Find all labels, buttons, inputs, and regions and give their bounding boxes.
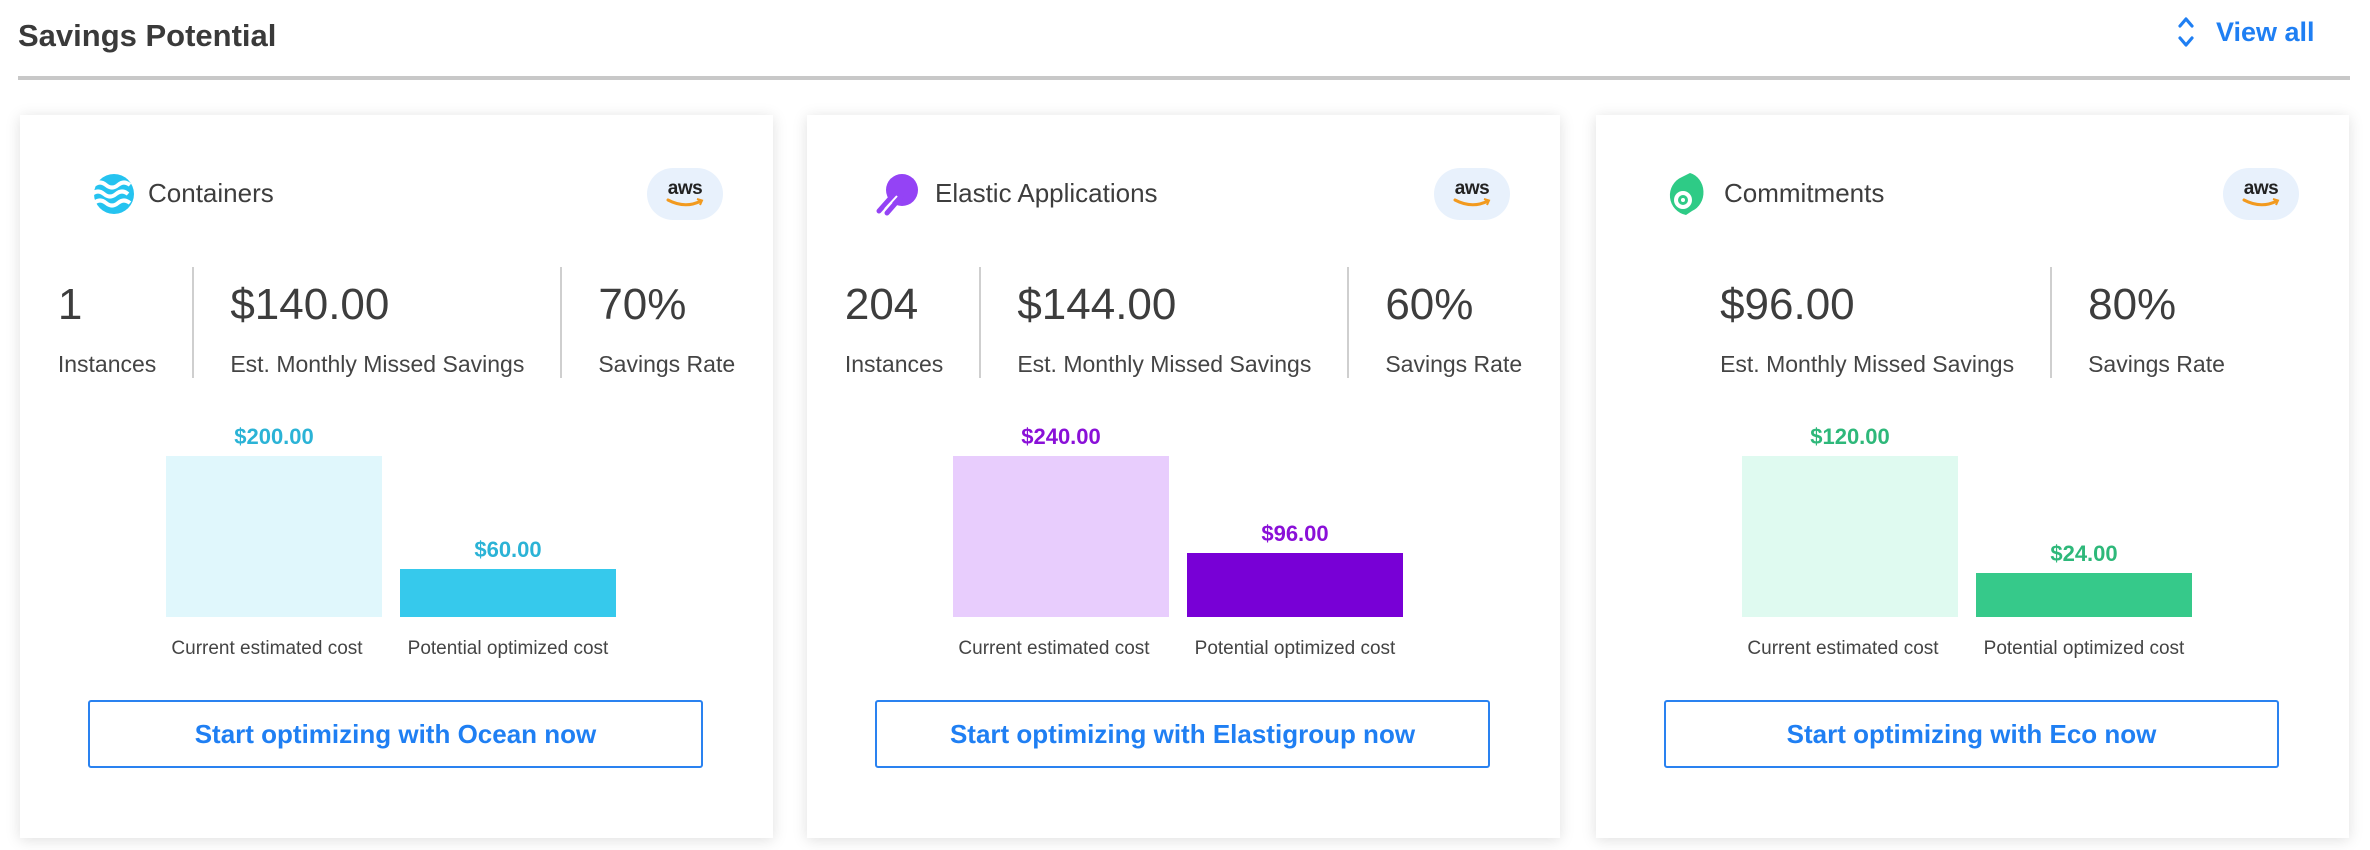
stat-est-monthly-missed-savings: $144.00 Est. Monthly Missed Savings (979, 267, 1347, 378)
stat-value: 80% (2088, 280, 2177, 329)
eco-icon (1664, 171, 1710, 217)
aws-logo-icon: aws (2223, 168, 2299, 220)
cost-bar-chart: $240.00 Current estimated cost $96.00 Po… (953, 420, 1405, 660)
stat-savings-rate: 70% Savings Rate (560, 267, 735, 378)
stat-label: Est. Monthly Missed Savings (1017, 351, 1312, 377)
provider-label: aws (667, 178, 703, 199)
stats-row: 1 Instances $140.00 Est. Monthly Missed Sav… (20, 267, 773, 378)
bar-optimized (400, 568, 616, 617)
stat-value: $140.00 (230, 280, 390, 329)
stat-label: Instances (844, 351, 944, 377)
stat-savings-rate: 60% Savings Rate (1347, 267, 1522, 378)
provider-label: aws (1454, 178, 1490, 199)
stats-row: $96.00 Est. Monthly Missed Savings 80% Savi… (1596, 267, 2349, 378)
aws-logo-icon: aws (647, 168, 723, 220)
bar-current (1742, 456, 1958, 617)
view-all-label: View all (2216, 16, 2315, 47)
stat-label: Instances (57, 351, 157, 377)
savings-card-elastic-applications: Elastic Applications aws 204 Instances $14… (807, 115, 1560, 838)
elastigroup-rocket-icon (875, 171, 921, 217)
stat-label: Savings Rate (2088, 351, 2225, 377)
stat-instances: 1 Instances (58, 267, 192, 378)
card-title: Commitments (1724, 178, 1885, 208)
bar-value-label: $120.00 (1810, 424, 1890, 449)
card-header: Elastic Applications aws (875, 168, 1510, 220)
ocean-waves-icon (88, 171, 134, 217)
bar-category-label: Current estimated cost (958, 638, 1150, 659)
bar-value-label: $60.00 (474, 536, 542, 562)
card-title: Containers (148, 178, 274, 208)
chevron-up-down-icon (2178, 17, 2194, 47)
stat-est-monthly-missed-savings: $140.00 Est. Monthly Missed Savings (192, 267, 560, 378)
stat-value: 60% (1385, 280, 1474, 329)
bar-category-label: Current estimated cost (1747, 638, 1939, 659)
provider-label: aws (2243, 178, 2279, 199)
stat-value: $96.00 (1720, 280, 1855, 329)
card-header: Containers aws (88, 168, 723, 220)
savings-card-containers: Containers aws 1 Instances $140.00 Est. Mon… (20, 115, 773, 838)
header-divider (18, 76, 2350, 80)
bar-value-label: $200.00 (234, 424, 314, 449)
stat-instances: 204 Instances (845, 267, 979, 378)
stat-label: Savings Rate (598, 351, 736, 377)
card-header: Commitments aws (1664, 168, 2299, 220)
stat-value: 1 (57, 280, 83, 329)
cost-bar-chart: $120.00 Current estimated cost $24.00 Po… (1742, 420, 2194, 660)
bar-category-label: Potential optimized cost (1983, 638, 2185, 659)
start-optimizing-button[interactable]: Start optimizing with Eco now (1664, 700, 2279, 768)
bar-optimized (1976, 573, 2192, 617)
stat-label: Savings Rate (1385, 351, 1523, 377)
stat-label: Est. Monthly Missed Savings (1720, 351, 2015, 377)
bar-category-label: Current estimated cost (171, 638, 363, 659)
cost-bar-chart: $200.00 Current estimated cost $60.00 Po… (166, 420, 618, 660)
stats-row: 204 Instances $144.00 Est. Monthly Missed S… (807, 267, 1560, 378)
bar-category-label: Potential optimized cost (1194, 638, 1396, 659)
stat-savings-rate: 80% Savings Rate (2050, 267, 2225, 378)
bar-category-label: Potential optimized cost (407, 638, 609, 659)
bar-value-label: $96.00 (1261, 520, 1329, 546)
section-title: Savings Potential (18, 18, 277, 53)
bar-value-label: $240.00 (1021, 424, 1101, 449)
start-optimizing-button[interactable]: Start optimizing with Ocean now (88, 700, 703, 768)
bar-optimized (1187, 552, 1403, 617)
card-title: Elastic Applications (935, 178, 1158, 208)
stat-label: Est. Monthly Missed Savings (230, 351, 525, 377)
aws-logo-icon: aws (1434, 168, 1510, 220)
stat-value: $144.00 (1017, 280, 1177, 329)
bar-current (953, 456, 1169, 617)
view-all-link[interactable]: View all (2178, 16, 2315, 48)
savings-card-commitments: Commitments aws $96.00 Est. Monthly Misse… (1596, 115, 2349, 838)
bar-current (166, 456, 382, 617)
stat-value: 70% (598, 280, 687, 329)
stat-est-monthly-missed-savings: $96.00 Est. Monthly Missed Savings (1720, 267, 2050, 378)
bar-value-label: $24.00 (2050, 541, 2118, 566)
stat-value: 204 (844, 280, 919, 329)
start-optimizing-button[interactable]: Start optimizing with Elastigroup now (875, 700, 1490, 768)
